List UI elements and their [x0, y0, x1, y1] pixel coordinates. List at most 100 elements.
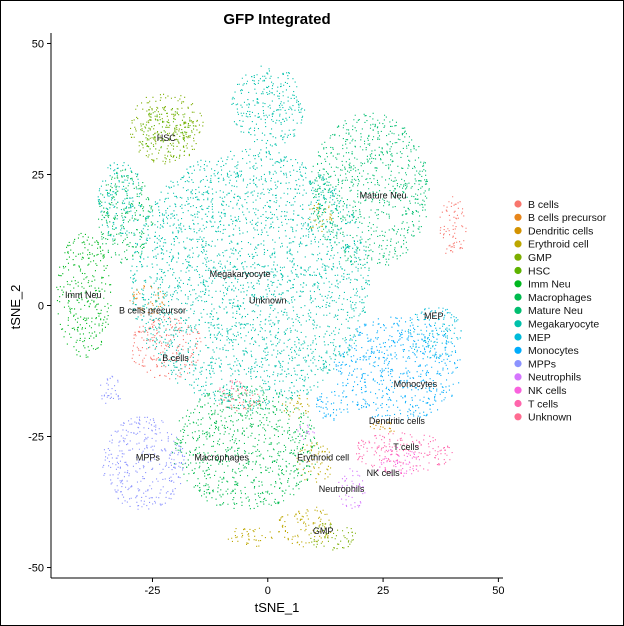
legend-item: B cells	[514, 199, 559, 211]
point-cluster	[282, 394, 310, 419]
series-megakaryocyte	[97, 65, 370, 412]
cluster-label: Dendritic cells	[369, 416, 426, 426]
series-macrophages	[98, 169, 320, 510]
cluster-label: B cells	[162, 353, 189, 363]
legend-item: Imm Neu	[514, 279, 571, 291]
legend-label: Imm Neu	[528, 279, 571, 291]
series-nk-cells	[377, 447, 420, 477]
legend-item: Mature Neu	[514, 305, 583, 317]
cluster-label: Megakaryocyte	[210, 269, 271, 279]
series-hsc	[140, 107, 195, 160]
cluster-label: GMP	[313, 526, 334, 536]
legend-swatch	[514, 399, 522, 408]
point-cluster	[130, 148, 370, 412]
x-tick-label: 50	[492, 585, 504, 597]
legend-swatch	[514, 373, 522, 381]
legend-label: Macrophages	[528, 292, 592, 304]
series-monocytes	[316, 316, 461, 421]
y-tick-label: -25	[28, 432, 44, 444]
x-tick-label: -25	[145, 585, 161, 597]
y-tick-label: -50	[28, 563, 44, 575]
point-cluster	[309, 112, 430, 269]
series-gmp	[130, 93, 356, 551]
legend-swatch	[514, 306, 522, 314]
legend-swatch	[514, 320, 522, 328]
y-tick-label: 50	[32, 38, 44, 50]
point-cluster	[131, 316, 202, 380]
point-cluster	[296, 442, 332, 483]
legend-label: MEP	[528, 332, 551, 344]
legend-label: Megakaryocyte	[528, 319, 599, 331]
legend-item: Neutrophils	[514, 372, 581, 384]
legend-swatch	[514, 333, 522, 341]
legend-label: Dendritic cells	[528, 225, 593, 237]
point-cluster	[309, 202, 333, 232]
point-cluster	[231, 65, 306, 149]
legend-swatch	[514, 346, 522, 354]
legend-swatch	[514, 266, 522, 275]
legend-label: B cells	[528, 199, 559, 211]
point-cluster	[97, 162, 143, 240]
legend-label: GMP	[528, 252, 552, 264]
cluster-label: T cells	[393, 442, 419, 452]
y-axis-label: tSNE_2	[8, 285, 23, 330]
point-cluster	[140, 107, 195, 160]
legend-item: NK cells	[514, 385, 567, 397]
legend-swatch	[514, 280, 522, 288]
point-cluster	[219, 380, 246, 401]
legend-label: T cells	[528, 398, 558, 410]
cluster-label: Neutrophils	[319, 484, 365, 494]
y-tick-label: 0	[38, 301, 44, 313]
cluster-labels: HSC Mature Neu Megakaryocyte Unknown Imm Neu…	[65, 133, 444, 536]
series-neutrophils	[297, 424, 366, 509]
legend-item: Unknown	[514, 412, 572, 424]
x-tick-label: 25	[377, 585, 389, 597]
points-layer	[56, 65, 467, 551]
legend-label: Erythroid cell	[528, 239, 589, 251]
cluster-label: Macrophages	[194, 452, 249, 462]
point-cluster	[377, 447, 420, 477]
point-cluster	[316, 391, 349, 421]
point-cluster	[333, 316, 461, 421]
legend-item: MEP	[514, 332, 551, 344]
point-cluster	[130, 93, 204, 165]
legend-swatch	[514, 360, 522, 368]
series-b-cells	[131, 196, 467, 412]
axes-layer: -25 0 25 50 -50 -25 0 25 50	[28, 33, 505, 597]
series-mpps	[100, 375, 186, 510]
cluster-label: Monocytes	[394, 379, 438, 389]
legend-item: T cells	[514, 398, 558, 410]
legend-swatch	[514, 227, 522, 235]
cluster-label: NK cells	[367, 468, 401, 478]
legend-item: HSC	[514, 265, 551, 277]
legend-label: Unknown	[528, 412, 572, 424]
point-cluster	[297, 424, 315, 440]
series-mature-neu	[309, 112, 430, 269]
legend-item: GMP	[514, 252, 552, 264]
legend-swatch	[514, 386, 522, 394]
legend-label: Mature Neu	[528, 305, 583, 317]
legend-label: Monocytes	[528, 345, 579, 357]
cluster-label: Imm Neu	[65, 290, 102, 300]
cluster-label: HSC	[157, 133, 177, 143]
point-cluster	[219, 389, 264, 412]
legend-label: B cells precursor	[528, 212, 607, 224]
x-tick-label: 0	[265, 585, 271, 597]
legend-item: Erythroid cell	[514, 239, 589, 251]
series-unknown	[219, 380, 246, 401]
legend-item: Macrophages	[514, 292, 592, 304]
cluster-label: MPPs	[136, 452, 161, 462]
legend-item: Monocytes	[514, 345, 579, 357]
legend-swatch	[514, 240, 522, 248]
legend-item: MPPs	[514, 358, 556, 370]
chart-title: GFP Integrated	[223, 11, 330, 28]
legend-label: MPPs	[528, 358, 556, 370]
cluster-label: Unknown	[249, 295, 287, 305]
legend-swatch	[514, 253, 522, 261]
series-b-cells-precursor	[129, 285, 166, 316]
cluster-label: MEP	[424, 311, 444, 321]
cluster-label: Mature Neu	[360, 190, 407, 200]
legend-swatch	[514, 200, 522, 208]
